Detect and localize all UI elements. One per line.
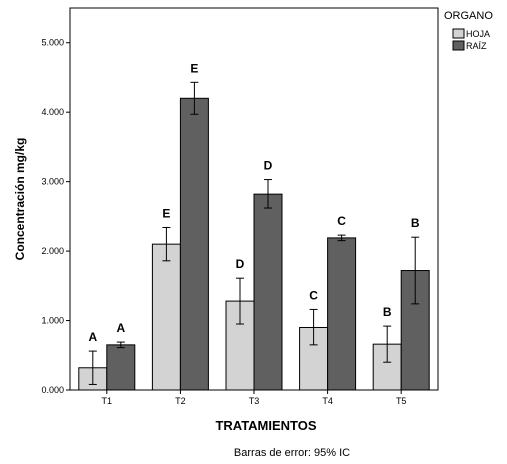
- bar-raiz-t4: [327, 237, 357, 391]
- y-tick-label: 2.000: [41, 246, 64, 256]
- bar-hoja-t2: [151, 243, 181, 391]
- significance-label: D: [236, 257, 245, 271]
- footnote: Barras de error: 95% IC: [234, 447, 350, 459]
- bar-series: [78, 97, 430, 391]
- bar-raiz-t2: [179, 97, 209, 391]
- significance-label: E: [162, 206, 170, 220]
- x-axis: T1 T2 T3 T4 T5: [102, 390, 407, 406]
- bar-raiz-t3: [253, 193, 283, 391]
- legend-title: ORGANO: [444, 10, 493, 22]
- bar-raiz-t1: [106, 344, 136, 391]
- y-tick-label: 5.000: [41, 38, 64, 48]
- significance-label: A: [116, 321, 125, 335]
- legend-swatch-raiz: [452, 40, 465, 51]
- significance-label: C: [309, 288, 318, 302]
- legend-label-hoja: HOJA: [466, 29, 490, 39]
- y-tick-label: 1.000: [41, 316, 64, 326]
- significance-label: E: [190, 61, 198, 75]
- legend-label-raiz: RAÍZ: [466, 41, 487, 51]
- x-tick-label: T2: [175, 396, 186, 406]
- error-bars: [88, 81, 420, 385]
- significance-label: B: [383, 305, 392, 319]
- significance-label: A: [88, 330, 97, 344]
- x-tick-label: T4: [322, 396, 333, 406]
- significance-label: B: [411, 216, 420, 230]
- legend-swatch-hoja: [452, 28, 465, 39]
- y-axis-title: Concentración mg/kg: [13, 138, 27, 261]
- y-axis: 0.000 1.000 2.000 3.000 4.000 5.000: [41, 38, 70, 395]
- x-tick-label: T3: [249, 396, 260, 406]
- x-axis-title: TRATAMIENTOS: [215, 418, 316, 433]
- legend: ORGANO HOJA RAÍZ: [444, 10, 493, 51]
- y-tick-label: 0.000: [41, 385, 64, 395]
- y-tick-label: 3.000: [41, 177, 64, 187]
- x-tick-label: T1: [102, 396, 113, 406]
- significance-label: C: [337, 214, 346, 228]
- significance-label: D: [264, 159, 273, 173]
- significance-labels: A A E E D D C C B B: [88, 61, 419, 344]
- y-tick-label: 4.000: [41, 107, 64, 117]
- x-tick-label: T5: [396, 396, 407, 406]
